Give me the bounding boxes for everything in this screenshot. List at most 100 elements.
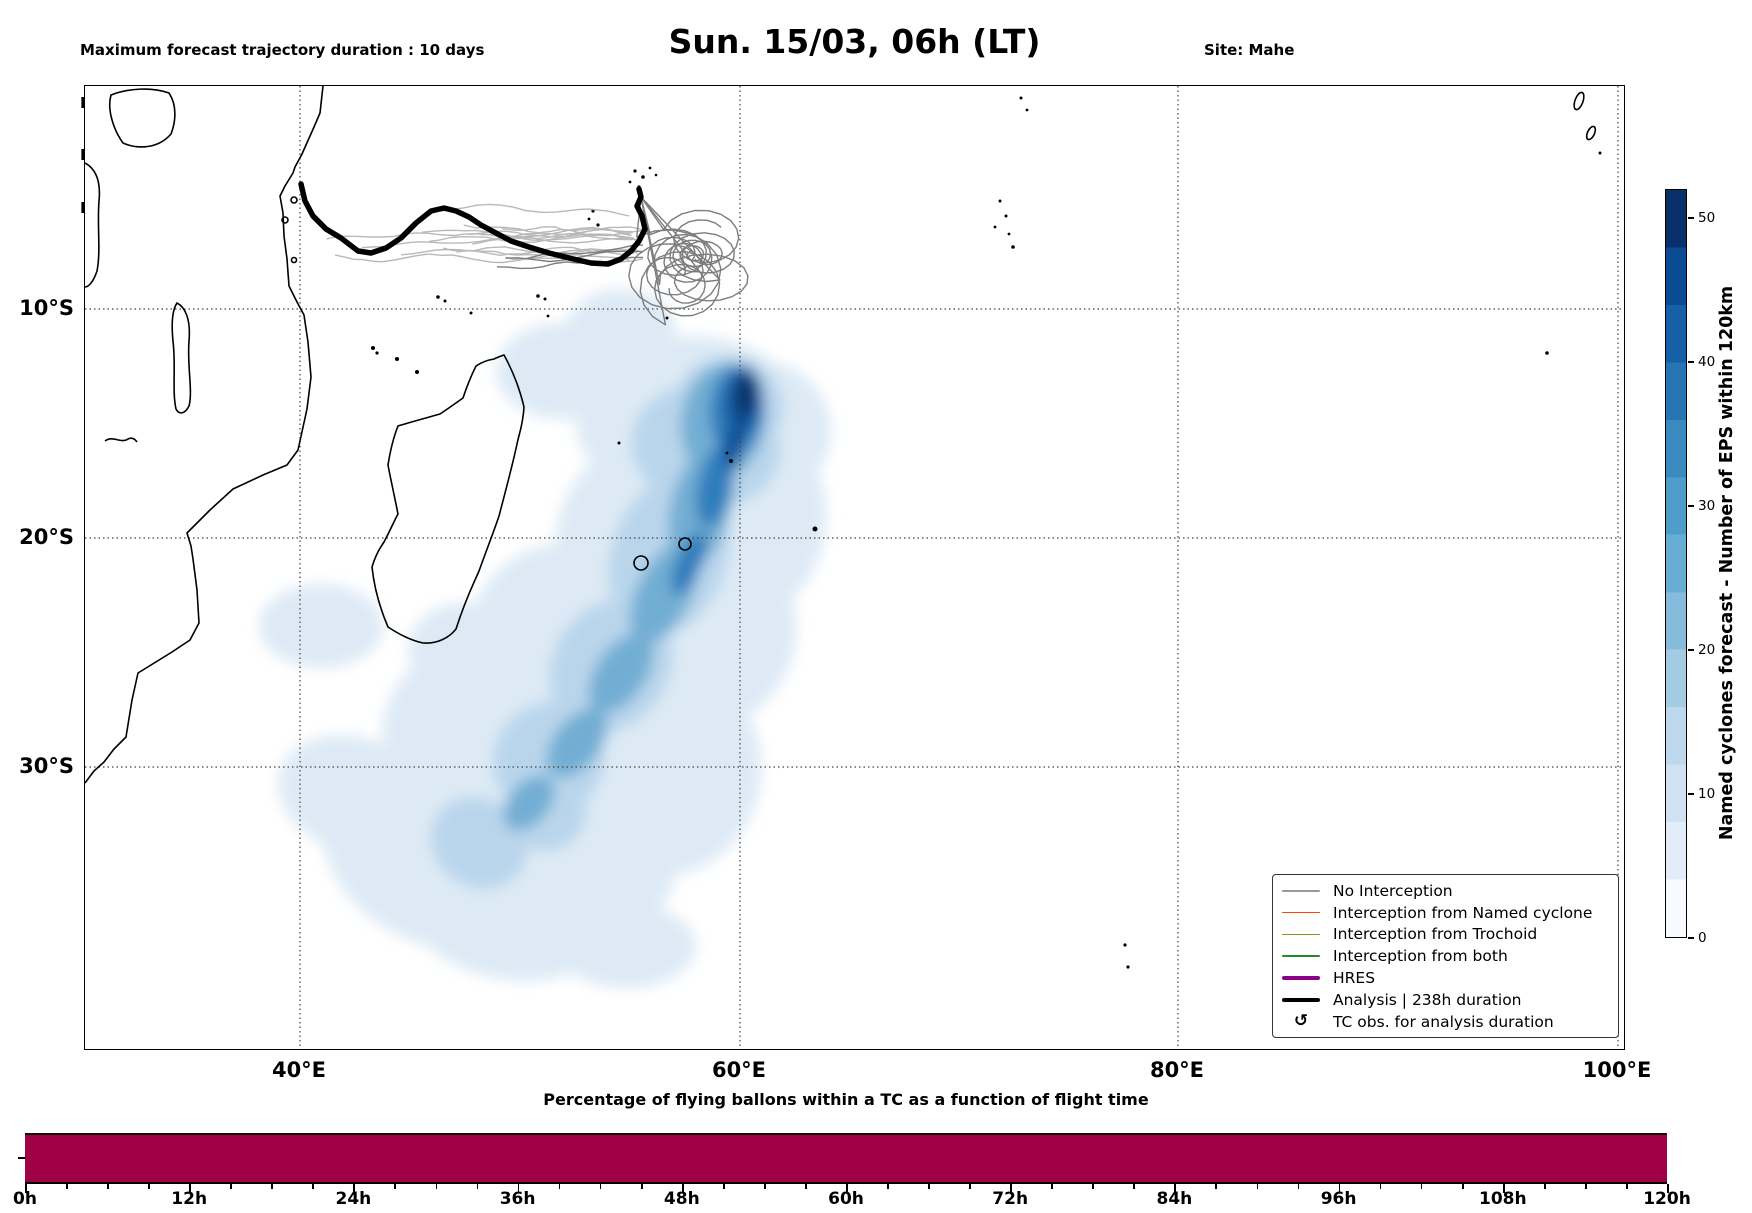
bottom-axis-tick — [969, 1184, 971, 1189]
bottom-axis-tick — [1010, 1184, 1012, 1193]
legend-label: TC obs. for analysis duration — [1333, 1012, 1554, 1031]
bottom-axis-tick — [1256, 1184, 1259, 1189]
bottom-axis-tick-label: 60h — [828, 1189, 864, 1209]
bottom-axis-tick-label: 0h — [13, 1189, 37, 1209]
map-y-tick-label: 20°S — [19, 525, 74, 549]
legend-label: Analysis | 238h duration — [1333, 990, 1522, 1009]
legend-label: HRES — [1333, 969, 1376, 988]
map-y-tick-label: 30°S — [19, 754, 74, 778]
bottom-axis-tick-label: 48h — [663, 1189, 700, 1209]
sipora-island — [1585, 125, 1597, 141]
bottom-axis-tick — [1502, 1184, 1505, 1193]
flight-time-bar — [25, 1133, 1667, 1184]
figure-title: Sun. 15/03, 06h (LT) — [668, 22, 1041, 61]
legend-line — [1282, 911, 1320, 914]
mafia-island — [290, 256, 298, 264]
colorbar-tick-mark — [1688, 505, 1694, 507]
legend-item: Interception from Trochoid — [1281, 924, 1610, 946]
bottom-axis-tick-label: 120h — [1643, 1189, 1691, 1209]
bottom-axis-tick — [1543, 1184, 1546, 1189]
legend-line-sample — [1281, 975, 1321, 981]
bottom-axis-tick-label: 24h — [335, 1189, 372, 1209]
bottom-axis-tick — [66, 1184, 68, 1189]
bottom-chart-title: Percentage of flying ballons within a TC… — [543, 1090, 1149, 1109]
legend-label: No Interception — [1333, 881, 1453, 900]
colorbar-label: Named cyclones forecast - Number of EPS … — [1717, 285, 1737, 841]
bottom-axis-tick — [271, 1184, 274, 1189]
bottom-axis-tick — [148, 1184, 150, 1189]
rotate-ccw-icon: ↺ — [1293, 1011, 1309, 1032]
legend-item: Interception from both — [1281, 945, 1610, 967]
legend-line — [1282, 975, 1320, 981]
trajectory-map — [85, 86, 1623, 1048]
bottom-axis-tick — [189, 1184, 191, 1193]
colorbar — [1665, 189, 1687, 938]
bottom-axis-tick — [1092, 1184, 1095, 1189]
bottom-axis-tick — [312, 1184, 315, 1189]
colorbar-tick-mark — [1688, 361, 1694, 363]
bottom-axis-tick — [1625, 1184, 1628, 1189]
siberut-island — [1573, 91, 1585, 111]
bottom-axis-tick — [558, 1184, 561, 1189]
bottom-axis-tick-label: 108h — [1479, 1189, 1527, 1209]
bottom-yaxis-tick — [18, 1157, 25, 1159]
zanzibar-island — [281, 216, 289, 224]
legend-line — [1282, 933, 1320, 936]
small-islands — [371, 96, 1602, 969]
bottom-axis-tick — [435, 1184, 438, 1189]
bottom-axis-tick — [1420, 1184, 1423, 1189]
colorbar-tick-mark — [1688, 649, 1694, 651]
bottom-axis-tick — [599, 1184, 602, 1189]
bottom-axis-tick-label: 72h — [992, 1189, 1029, 1209]
bottom-axis-tick — [353, 1184, 356, 1193]
map-x-tick-label: 60°E — [711, 1058, 767, 1082]
bottom-axis-tick-label: 84h — [1156, 1189, 1193, 1209]
colorbar-tick-label: 30 — [1698, 497, 1716, 514]
pemba-island — [290, 196, 298, 204]
madagascar-coast — [371, 354, 525, 644]
bottom-axis-tick — [1584, 1184, 1587, 1189]
bottom-axis-tick-label: 96h — [1320, 1189, 1357, 1209]
legend-line — [1282, 997, 1320, 1003]
bottom-axis-tick — [230, 1184, 233, 1189]
bottom-axis-tick — [517, 1184, 520, 1193]
legend-line-sample — [1281, 933, 1321, 936]
lake-tanganyika — [85, 162, 101, 288]
legend-line — [1282, 955, 1320, 958]
colorbar-tick-mark — [1688, 793, 1694, 795]
legend-label: Interception from Trochoid — [1333, 925, 1538, 944]
legend-line — [1282, 890, 1320, 892]
legend-item: HRES — [1281, 967, 1610, 989]
lake-malawi — [171, 302, 192, 414]
map-x-tick-label: 100°E — [1582, 1058, 1652, 1082]
bottom-axis-tick — [25, 1184, 27, 1193]
bottom-axis-tick — [394, 1184, 397, 1189]
colorbar-tick-mark — [1688, 937, 1694, 939]
bottom-axis-tick — [681, 1184, 684, 1193]
legend-item: No Interception — [1281, 880, 1610, 902]
legend-item: Analysis | 238h duration — [1281, 989, 1610, 1011]
map-legend: No Interception Interception from Named c… — [1272, 874, 1619, 1038]
cahora-bassa — [104, 437, 138, 443]
tc-obs-icon: ↺ — [1281, 1013, 1321, 1030]
bottom-axis-tick — [846, 1184, 848, 1193]
bottom-axis-tick-label: 12h — [171, 1189, 208, 1209]
legend-label: Interception from both — [1333, 947, 1508, 966]
bottom-axis-tick — [1133, 1184, 1136, 1189]
bottom-axis-tick — [928, 1184, 930, 1189]
map-x-tick-label: 40°E — [271, 1058, 327, 1082]
colorbar-tick-label: 50 — [1698, 209, 1716, 226]
colorbar-tick-label: 40 — [1698, 353, 1716, 370]
legend-label: Interception from Named cyclone — [1333, 903, 1593, 922]
africa-coast — [85, 86, 324, 784]
bottom-axis-tick — [1215, 1184, 1218, 1189]
bottom-axis-tick — [804, 1184, 807, 1189]
bottom-axis-tick — [640, 1184, 643, 1189]
bottom-axis-tick — [1051, 1184, 1054, 1189]
legend-item: Interception from Named cyclone — [1281, 902, 1610, 924]
map-y-tick-label: 10°S — [19, 296, 74, 320]
colorbar-tick-label: 0 — [1698, 930, 1707, 946]
map-x-tick-label: 80°E — [1149, 1058, 1205, 1082]
coastlines — [85, 86, 1597, 784]
bottom-axis-tick — [1174, 1184, 1177, 1193]
